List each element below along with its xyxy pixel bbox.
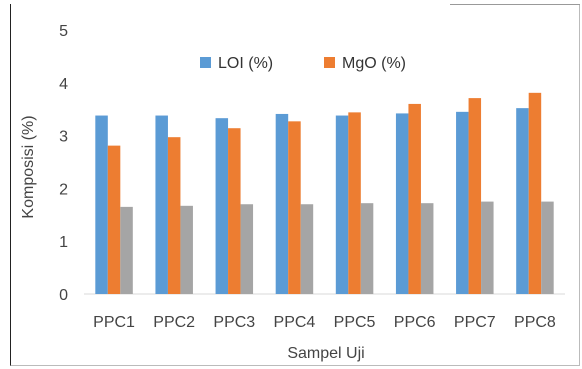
bar-series-0-ppc6 — [395, 113, 409, 294]
y-tick-labels: 0 1 2 3 4 5 — [59, 23, 68, 304]
x-axis-title: Sampel Uji — [287, 345, 364, 362]
bar-series-2-ppc6 — [420, 203, 434, 294]
x-tick-label: PPC6 — [394, 314, 436, 331]
y-tick-label: 2 — [59, 181, 68, 198]
y-tick-label: 1 — [59, 234, 68, 251]
bar-series-0-ppc2 — [155, 115, 168, 294]
legend-label: LOI (%) — [218, 55, 273, 72]
x-tick-label: PPC7 — [454, 314, 496, 331]
legend-swatch — [200, 57, 211, 68]
bar-series-2-ppc2 — [180, 205, 193, 294]
bar-series-0-ppc5 — [335, 115, 349, 294]
bar-series-1-ppc5 — [348, 112, 361, 295]
x-tick-label: PPC3 — [213, 314, 255, 331]
bar-series-1-ppc2 — [167, 137, 181, 294]
legend-label: MgO (%) — [342, 55, 406, 72]
chart-frame — [10, 4, 580, 366]
bar-series-2-ppc3 — [240, 204, 254, 294]
x-tick-label: PPC5 — [334, 314, 376, 331]
bar-series-0-ppc4 — [275, 113, 289, 294]
top-border-fragment — [450, 4, 580, 5]
x-tick-label: PPC1 — [93, 314, 135, 331]
y-axis-title: Komposisi (%) — [20, 115, 37, 218]
bar-series-0-ppc3 — [215, 118, 229, 295]
bar-series-2-ppc5 — [360, 203, 374, 294]
bar-series-0-ppc8 — [516, 108, 529, 294]
bar-series-1-ppc3 — [228, 128, 241, 294]
y-tick-label: 5 — [59, 23, 68, 40]
legend-swatch — [324, 57, 335, 68]
bar-series-0-ppc7 — [456, 111, 469, 294]
bar-series-0-ppc1 — [95, 115, 108, 294]
bar-series-1-ppc4 — [288, 121, 301, 294]
bars — [95, 92, 554, 295]
y-tick-label: 0 — [59, 287, 68, 304]
bar-series-2-ppc7 — [481, 201, 494, 294]
x-tick-label: PPC4 — [274, 314, 316, 331]
bar-series-2-ppc8 — [541, 201, 554, 294]
y-tick-label: 3 — [59, 129, 68, 146]
x-tick-label: PPC8 — [514, 314, 556, 331]
y-tick-label: 4 — [59, 76, 68, 93]
bar-series-1-ppc1 — [107, 145, 121, 294]
bar-series-2-ppc4 — [300, 204, 314, 294]
bar-series-2-ppc1 — [120, 206, 133, 294]
bar-series-1-ppc7 — [468, 98, 482, 294]
legend: LOI (%) MgO (%) — [200, 55, 406, 72]
x-tick-labels: PPC1 PPC2 PPC3 PPC4 PPC5 PPC6 PPC7 PPC8 — [93, 314, 556, 331]
bar-series-1-ppc8 — [528, 92, 542, 294]
x-tick-label: PPC2 — [153, 314, 195, 331]
bar-series-1-ppc6 — [408, 103, 421, 294]
